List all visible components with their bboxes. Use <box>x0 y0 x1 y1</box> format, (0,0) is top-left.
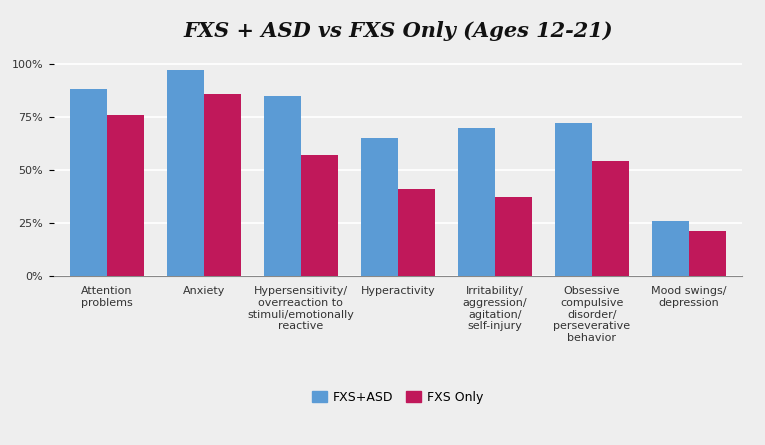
Bar <box>167 70 203 276</box>
Bar <box>398 189 435 276</box>
Bar <box>555 123 592 276</box>
Bar <box>70 89 107 276</box>
Bar <box>458 128 495 276</box>
Legend: FXS+ASD, FXS Only: FXS+ASD, FXS Only <box>308 387 487 408</box>
Bar <box>361 138 398 276</box>
Bar <box>652 221 688 276</box>
Bar <box>107 115 144 276</box>
Bar <box>592 162 629 276</box>
Bar <box>688 231 725 276</box>
Bar <box>495 198 532 276</box>
Bar <box>203 93 241 276</box>
Bar <box>301 155 337 276</box>
Bar <box>264 96 301 276</box>
Title: FXS + ASD vs FXS Only (Ages 12-21): FXS + ASD vs FXS Only (Ages 12-21) <box>183 21 613 41</box>
